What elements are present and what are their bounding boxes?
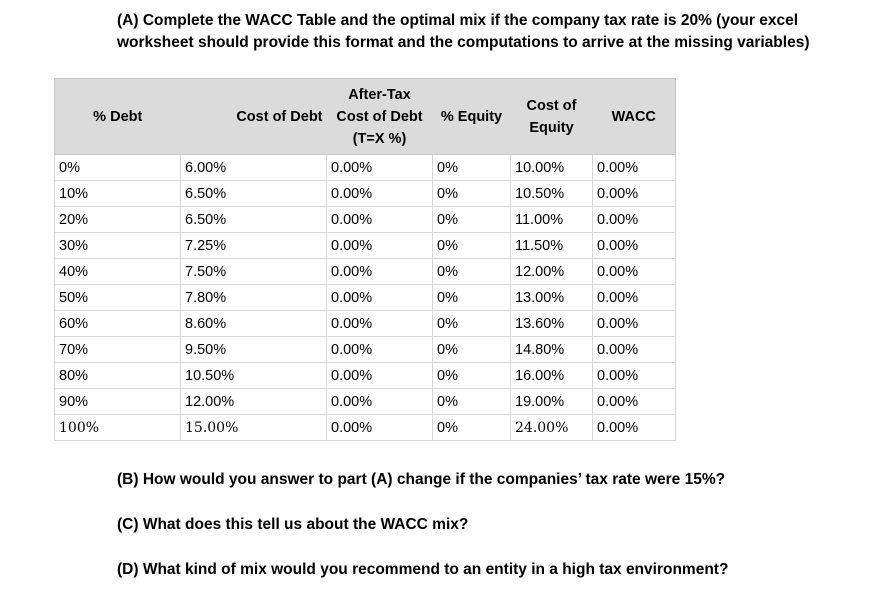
cost-of-equity-cell: 10.50% bbox=[510, 180, 593, 207]
header-cost-of-equity-line-2: Equity bbox=[529, 119, 574, 136]
equity-pct-cell: 0% bbox=[432, 258, 511, 285]
equity-pct-cell: 0% bbox=[432, 336, 511, 363]
equity-pct-cell: 0% bbox=[432, 180, 511, 207]
after-tax-cost-cell: 0.00% bbox=[326, 154, 433, 181]
table-row: 20% 6.50% 0.00% 0% 11.00% 0.00% bbox=[54, 206, 676, 233]
table-row: 70% 9.50% 0.00% 0% 14.80% 0.00% bbox=[54, 336, 676, 363]
equity-pct-cell: 0% bbox=[432, 362, 511, 389]
cost-of-equity-cell: 19.00% bbox=[510, 388, 593, 415]
equity-pct-cell: 0% bbox=[432, 388, 511, 415]
cost-of-equity-cell: 13.60% bbox=[510, 310, 593, 337]
wacc-cell: 0.00% bbox=[592, 362, 676, 389]
cost-of-debt-cell: 6.50% bbox=[180, 180, 327, 207]
cost-of-equity-cell: 12.00% bbox=[510, 258, 593, 285]
header-after-tax-line-3: (T=X %) bbox=[352, 130, 407, 147]
after-tax-cost-cell: 0.00% bbox=[326, 232, 433, 259]
table-row: 80% 10.50% 0.00% 0% 16.00% 0.00% bbox=[54, 362, 676, 389]
after-tax-cost-cell: 0.00% bbox=[326, 414, 433, 441]
table-row: 0% 6.00% 0.00% 0% 10.00% 0.00% bbox=[54, 154, 676, 181]
equity-pct-cell: 0% bbox=[432, 206, 511, 233]
table-row: 100% 15.00% 0.00% 0% 24.00% 0.00% bbox=[54, 414, 676, 441]
cost-of-equity-cell: 24.00% bbox=[510, 414, 593, 441]
header-cost-of-equity-line-1: Cost of bbox=[526, 97, 577, 114]
header-cost-of-debt: Cost of Debt bbox=[180, 78, 327, 155]
wacc-cell: 0.00% bbox=[592, 258, 676, 285]
cost-of-debt-cell: 7.25% bbox=[180, 232, 327, 259]
table-body: 0% 6.00% 0.00% 0% 10.00% 0.00% 10% 6.50% 0.00% 0%… bbox=[54, 154, 676, 441]
after-tax-cost-cell: 0.00% bbox=[326, 310, 433, 337]
debt-pct-cell: 100% bbox=[54, 414, 181, 441]
debt-pct-cell: 10% bbox=[54, 180, 181, 207]
cost-of-equity-cell: 11.50% bbox=[510, 232, 593, 259]
debt-pct-cell: 60% bbox=[54, 310, 181, 337]
equity-pct-cell: 0% bbox=[432, 232, 511, 259]
table-row: 30% 7.25% 0.00% 0% 11.50% 0.00% bbox=[54, 232, 676, 259]
after-tax-cost-cell: 0.00% bbox=[326, 336, 433, 363]
wacc-cell: 0.00% bbox=[592, 206, 676, 233]
wacc-cell: 0.00% bbox=[592, 284, 676, 311]
wacc-cell: 0.00% bbox=[592, 310, 676, 337]
cost-of-debt-cell: 6.00% bbox=[180, 154, 327, 181]
debt-pct-cell: 50% bbox=[54, 284, 181, 311]
cost-of-debt-cell: 10.50% bbox=[180, 362, 327, 389]
after-tax-cost-cell: 0.00% bbox=[326, 206, 433, 233]
header-cost-of-equity: Cost of Equity bbox=[510, 78, 593, 155]
equity-pct-cell: 0% bbox=[432, 310, 511, 337]
after-tax-cost-cell: 0.00% bbox=[326, 362, 433, 389]
cost-of-equity-cell: 14.80% bbox=[510, 336, 593, 363]
cost-of-debt-cell: 7.80% bbox=[180, 284, 327, 311]
after-tax-cost-cell: 0.00% bbox=[326, 180, 433, 207]
header-after-tax-line-2: Cost of Debt bbox=[336, 108, 423, 125]
wacc-cell: 0.00% bbox=[592, 232, 676, 259]
debt-pct-cell: 80% bbox=[54, 362, 181, 389]
debt-pct-cell: 30% bbox=[54, 232, 181, 259]
wacc-table: % Debt Cost of Debt After-Tax Cost of De… bbox=[54, 78, 676, 441]
cost-of-equity-cell: 11.00% bbox=[510, 206, 593, 233]
debt-pct-cell: 20% bbox=[54, 206, 181, 233]
cost-of-debt-cell: 7.50% bbox=[180, 258, 327, 285]
part-a-instructions: (A) Complete the WACC Table and the opti… bbox=[117, 10, 857, 54]
header-after-tax-cost-of-debt: After-Tax Cost of Debt (T=X %) bbox=[326, 78, 433, 155]
cost-of-debt-cell: 9.50% bbox=[180, 336, 327, 363]
debt-pct-cell: 40% bbox=[54, 258, 181, 285]
equity-pct-cell: 0% bbox=[432, 284, 511, 311]
header-wacc: WACC bbox=[592, 78, 676, 155]
cost-of-debt-cell: 15.00% bbox=[180, 414, 327, 441]
table-row: 60% 8.60% 0.00% 0% 13.60% 0.00% bbox=[54, 310, 676, 337]
part-a-line-2: worksheet should provide this format and… bbox=[117, 34, 810, 51]
table-row: 40% 7.50% 0.00% 0% 12.00% 0.00% bbox=[54, 258, 676, 285]
question-d: (D) What kind of mix would you recommend… bbox=[117, 561, 729, 578]
cost-of-equity-cell: 10.00% bbox=[510, 154, 593, 181]
table-header-row: % Debt Cost of Debt After-Tax Cost of De… bbox=[54, 78, 676, 155]
debt-pct-cell: 90% bbox=[54, 388, 181, 415]
table-row: 50% 7.80% 0.00% 0% 13.00% 0.00% bbox=[54, 284, 676, 311]
header-after-tax-line-1: After-Tax bbox=[348, 86, 411, 103]
after-tax-cost-cell: 0.00% bbox=[326, 388, 433, 415]
question-c: (C) What does this tell us about the WAC… bbox=[117, 516, 469, 533]
equity-pct-cell: 0% bbox=[432, 154, 511, 181]
part-a-line-1: (A) Complete the WACC Table and the opti… bbox=[117, 12, 799, 29]
debt-pct-cell: 70% bbox=[54, 336, 181, 363]
table-row: 90% 12.00% 0.00% 0% 19.00% 0.00% bbox=[54, 388, 676, 415]
equity-pct-cell: 0% bbox=[432, 414, 511, 441]
after-tax-cost-cell: 0.00% bbox=[326, 284, 433, 311]
wacc-cell: 0.00% bbox=[592, 336, 676, 363]
cost-of-debt-cell: 8.60% bbox=[180, 310, 327, 337]
question-b: (B) How would you answer to part (A) cha… bbox=[117, 471, 726, 488]
wacc-cell: 0.00% bbox=[592, 180, 676, 207]
wacc-cell: 0.00% bbox=[592, 388, 676, 415]
cost-of-equity-cell: 13.00% bbox=[510, 284, 593, 311]
header-debt-pct: % Debt bbox=[54, 78, 181, 155]
cost-of-equity-cell: 16.00% bbox=[510, 362, 593, 389]
cost-of-debt-cell: 6.50% bbox=[180, 206, 327, 233]
wacc-cell: 0.00% bbox=[592, 154, 676, 181]
wacc-cell: 0.00% bbox=[592, 414, 676, 441]
debt-pct-cell: 0% bbox=[54, 154, 181, 181]
table-row: 10% 6.50% 0.00% 0% 10.50% 0.00% bbox=[54, 180, 676, 207]
after-tax-cost-cell: 0.00% bbox=[326, 258, 433, 285]
cost-of-debt-cell: 12.00% bbox=[180, 388, 327, 415]
header-equity-pct: % Equity bbox=[432, 78, 511, 155]
